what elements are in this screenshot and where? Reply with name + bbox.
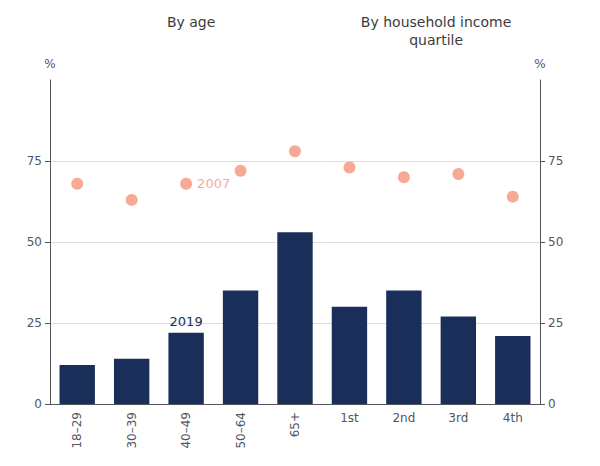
svg-text:18–29: 18–29	[70, 412, 84, 449]
svg-text:quartile: quartile	[409, 32, 463, 48]
svg-text:1st: 1st	[340, 411, 359, 425]
svg-text:65+: 65+	[288, 412, 302, 437]
svg-text:0: 0	[34, 397, 42, 411]
svg-text:75: 75	[27, 154, 42, 168]
svg-text:4th: 4th	[503, 411, 523, 425]
svg-text:2nd: 2nd	[392, 411, 415, 425]
svg-text:By household income: By household income	[361, 14, 512, 30]
svg-text:%: %	[534, 57, 545, 71]
svg-text:50: 50	[548, 235, 563, 249]
svg-text:By age: By age	[167, 14, 215, 30]
svg-text:2019: 2019	[170, 314, 203, 329]
svg-text:2007: 2007	[197, 176, 230, 191]
svg-text:3rd: 3rd	[448, 411, 468, 425]
svg-text:50–64: 50–64	[234, 412, 248, 449]
svg-text:%: %	[44, 57, 55, 71]
svg-text:50: 50	[27, 235, 42, 249]
svg-text:25: 25	[548, 316, 563, 330]
svg-text:75: 75	[548, 154, 563, 168]
svg-text:0: 0	[548, 397, 556, 411]
svg-text:30–39: 30–39	[125, 412, 139, 449]
svg-text:40–49: 40–49	[179, 412, 193, 449]
svg-text:25: 25	[27, 316, 42, 330]
